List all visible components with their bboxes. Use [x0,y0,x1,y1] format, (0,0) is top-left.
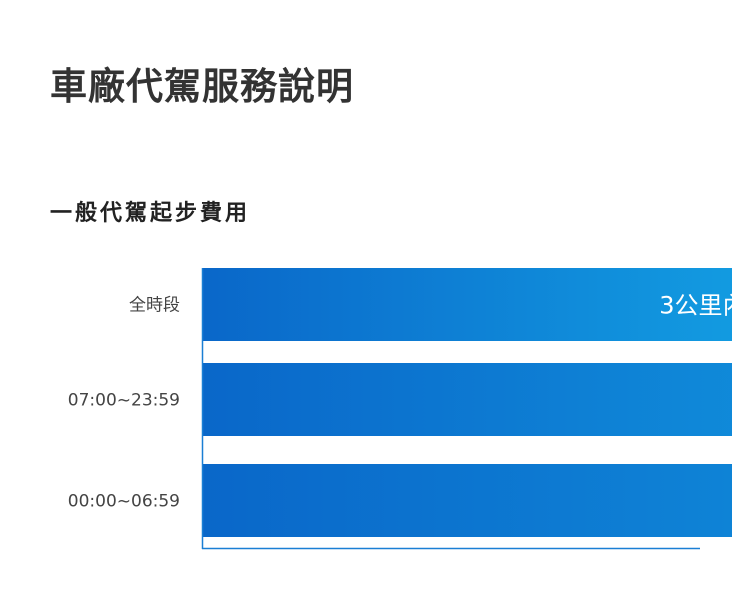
category-label-0: 全時段 [129,296,180,316]
bar-0 [202,268,732,341]
bar-1 [202,363,732,436]
category-label-2: 00:00~06:59 [68,492,180,512]
bar-2 [202,464,732,537]
section-title: 一般代駕起步費用 [50,201,251,226]
category-label-1: 07:00~23:59 [68,391,180,411]
page-title: 車廠代駕服務說明 [50,65,354,108]
bars-layer: 3公里內 300元全時段10公里內 450元07:00~23:5910公里內 5… [68,268,732,537]
axis-layer [201,268,700,550]
bar-value-label-0: 3公里內 300元 [659,292,732,320]
